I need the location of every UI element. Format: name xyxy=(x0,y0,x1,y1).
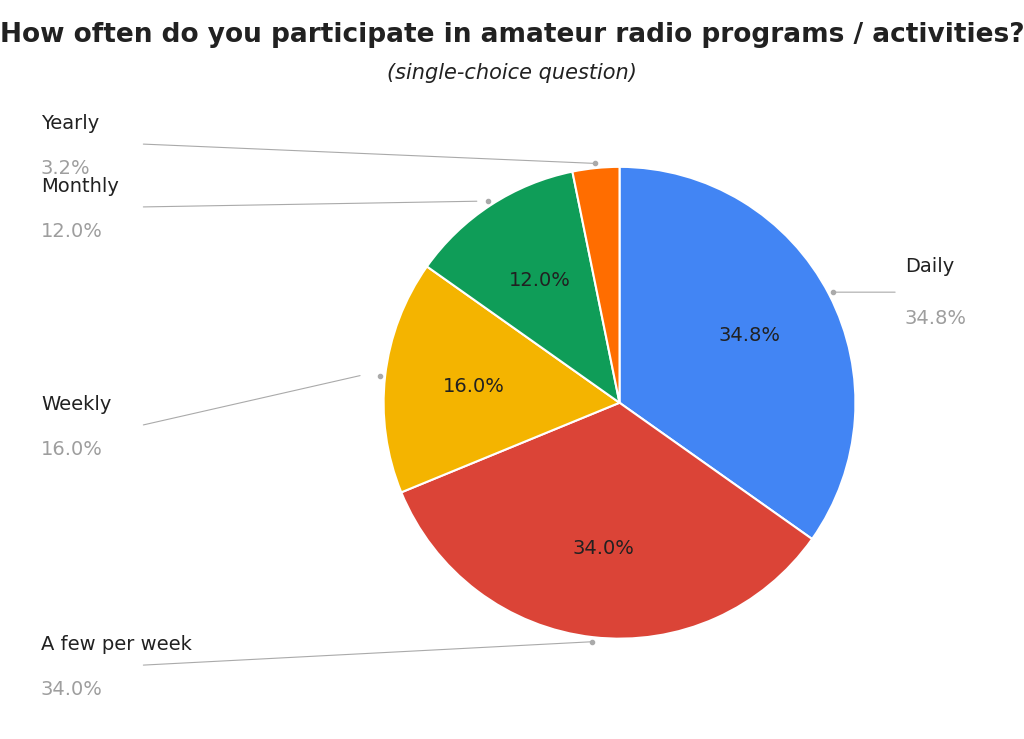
Text: Monthly: Monthly xyxy=(41,177,119,196)
Wedge shape xyxy=(401,403,812,638)
Text: 34.8%: 34.8% xyxy=(719,326,780,345)
Text: 16.0%: 16.0% xyxy=(41,440,102,459)
Wedge shape xyxy=(620,167,855,539)
Text: A few per week: A few per week xyxy=(41,635,191,654)
Text: Weekly: Weekly xyxy=(41,395,112,414)
Wedge shape xyxy=(427,171,620,403)
Text: 16.0%: 16.0% xyxy=(443,377,505,396)
Text: (single-choice question): (single-choice question) xyxy=(387,63,637,83)
Wedge shape xyxy=(384,267,620,492)
Wedge shape xyxy=(572,167,620,403)
Text: 12.0%: 12.0% xyxy=(41,222,102,241)
Text: 34.8%: 34.8% xyxy=(905,309,967,327)
Text: How often do you participate in amateur radio programs / activities?: How often do you participate in amateur … xyxy=(0,22,1024,48)
Text: 34.0%: 34.0% xyxy=(41,680,102,699)
Text: 3.2%: 3.2% xyxy=(41,159,90,178)
Text: Daily: Daily xyxy=(905,256,954,276)
Text: 12.0%: 12.0% xyxy=(509,270,570,290)
Text: 34.0%: 34.0% xyxy=(572,539,634,558)
Text: Yearly: Yearly xyxy=(41,114,99,133)
